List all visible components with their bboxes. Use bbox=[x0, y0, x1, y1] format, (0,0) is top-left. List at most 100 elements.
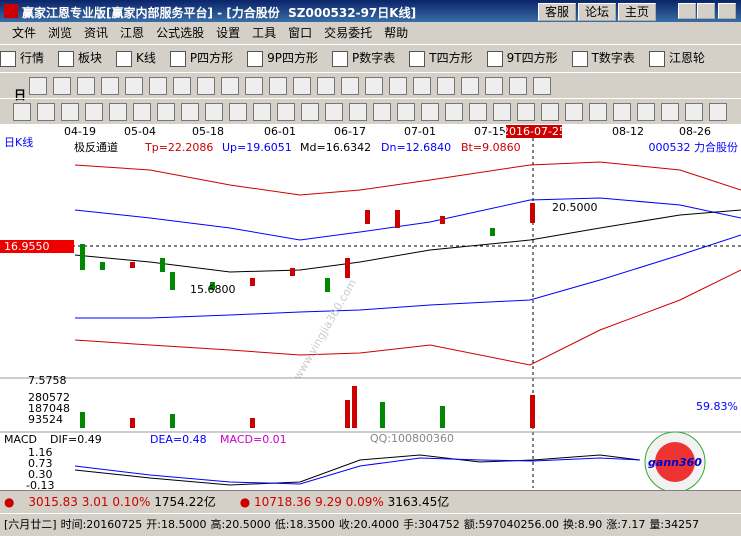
tool-icon[interactable] bbox=[685, 103, 703, 121]
tool-icon[interactable] bbox=[53, 77, 72, 95]
volume-label: 7.5758 bbox=[28, 374, 67, 387]
tool-icon[interactable] bbox=[469, 103, 487, 121]
tool-icon[interactable] bbox=[149, 77, 168, 95]
tool-icon[interactable] bbox=[461, 77, 480, 95]
minimize-button[interactable] bbox=[678, 3, 696, 19]
tool-icon[interactable] bbox=[341, 77, 360, 95]
tool-icon[interactable] bbox=[485, 77, 504, 95]
channel-lines bbox=[74, 161, 741, 366]
date-label: 07-01 bbox=[404, 125, 436, 138]
tool-icon[interactable] bbox=[349, 103, 367, 121]
tool-icon[interactable] bbox=[245, 77, 264, 95]
tool-icon[interactable] bbox=[61, 103, 79, 121]
menu-item[interactable]: 帮助 bbox=[384, 26, 409, 40]
tool-icon[interactable] bbox=[85, 103, 103, 121]
tool-icon[interactable] bbox=[437, 77, 456, 95]
tool-icon[interactable] bbox=[445, 103, 463, 121]
date-label: 05-18 bbox=[192, 125, 224, 138]
toolbar: 行情 板块 K线 P四方形 9P四方形 P数字表 T四方形 9T四方形 T数字表 江恩轮 bbox=[0, 44, 741, 73]
tool-icon[interactable] bbox=[277, 103, 295, 121]
tool-icon[interactable] bbox=[365, 77, 384, 95]
tool-button[interactable]: 江恩轮 bbox=[668, 51, 705, 65]
tool-icon[interactable] bbox=[413, 77, 432, 95]
tool-icon[interactable] bbox=[229, 103, 247, 121]
tool-icon[interactable] bbox=[77, 77, 96, 95]
date-label: 04-19 bbox=[64, 125, 96, 138]
tool-icon[interactable] bbox=[517, 103, 535, 121]
menu-item[interactable]: 资讯 bbox=[84, 26, 109, 40]
volume-label: 280572 bbox=[28, 391, 70, 404]
tool-button[interactable]: T数字表 bbox=[591, 51, 635, 65]
menu-item[interactable]: 浏览 bbox=[48, 26, 73, 40]
tool-icon[interactable] bbox=[565, 103, 583, 121]
menu-item[interactable]: 文件 bbox=[12, 26, 37, 40]
tool-icon[interactable] bbox=[197, 77, 216, 95]
date-label: 2016-07-25 bbox=[502, 125, 566, 138]
menu-item[interactable]: 窗口 bbox=[288, 26, 313, 40]
tool-icon[interactable] bbox=[325, 103, 343, 121]
tool-icon[interactable] bbox=[101, 77, 120, 95]
stock-name: 000532 力合股份 bbox=[649, 140, 739, 154]
tool-button[interactable]: 9P四方形 bbox=[267, 51, 319, 65]
tool-button[interactable]: P四方形 bbox=[189, 51, 234, 65]
tool-icon[interactable] bbox=[373, 103, 391, 121]
tool-icon[interactable] bbox=[221, 77, 240, 95]
tool-icon[interactable] bbox=[157, 103, 175, 121]
tool-icon bbox=[58, 50, 75, 67]
forum-button[interactable]: 论坛 bbox=[578, 3, 617, 21]
menu-item[interactable]: 工具 bbox=[252, 26, 277, 40]
volume-label: 93524 bbox=[28, 413, 63, 426]
tool-icon[interactable] bbox=[301, 103, 319, 121]
tool-button[interactable]: P数字表 bbox=[352, 51, 396, 65]
volume-pct: 59.83% bbox=[696, 400, 738, 413]
tool-icon[interactable] bbox=[13, 103, 31, 121]
tool-button[interactable]: K线 bbox=[136, 51, 156, 65]
volume-bars bbox=[80, 386, 535, 428]
tool-icon[interactable] bbox=[37, 103, 55, 121]
tool-icon[interactable] bbox=[293, 77, 312, 95]
tool-icon[interactable] bbox=[493, 103, 511, 121]
tool-button[interactable]: T四方形 bbox=[429, 51, 473, 65]
close-button[interactable] bbox=[718, 3, 736, 19]
date-label: 06-17 bbox=[334, 125, 366, 138]
maximize-button[interactable] bbox=[697, 3, 715, 19]
tool-icon[interactable] bbox=[389, 77, 408, 95]
home-button[interactable]: 主页 bbox=[618, 3, 657, 21]
tool-icon[interactable] bbox=[709, 103, 727, 121]
logo-text: gann360 bbox=[648, 456, 702, 469]
tool-icon[interactable] bbox=[397, 103, 415, 121]
tool-icon[interactable] bbox=[205, 103, 223, 121]
date-label: 07-15 bbox=[474, 125, 506, 138]
tool-icon[interactable] bbox=[637, 103, 655, 121]
menu-item[interactable]: 设置 bbox=[216, 26, 241, 40]
tool-icon[interactable] bbox=[173, 77, 192, 95]
menu-item[interactable]: 公式选股 bbox=[156, 26, 205, 40]
tool-icon[interactable] bbox=[125, 77, 144, 95]
status-bar: [六月廿二] 时间:20160725 开:18.5000 高:20.5000 低:18.… bbox=[0, 513, 741, 536]
tool-icon[interactable] bbox=[613, 103, 631, 121]
tool-icon[interactable] bbox=[533, 77, 552, 95]
tool-icon bbox=[169, 50, 186, 67]
tool-icon[interactable] bbox=[509, 77, 528, 95]
tool-icon[interactable] bbox=[253, 103, 271, 121]
service-button[interactable]: 客服 bbox=[538, 3, 577, 21]
tool-icon[interactable] bbox=[421, 103, 439, 121]
tool-button[interactable]: 9T四方形 bbox=[506, 51, 558, 65]
date-cursor bbox=[506, 125, 562, 138]
tool-icon[interactable] bbox=[269, 77, 288, 95]
index-bar: ● 3015.83 3.01 0.10% 1754.22亿 ● 10718.36… bbox=[0, 490, 741, 513]
macd-tick: 0.30 bbox=[28, 468, 53, 481]
tool-icon[interactable] bbox=[133, 103, 151, 121]
tool-icon[interactable] bbox=[109, 103, 127, 121]
tool-icon[interactable] bbox=[589, 103, 607, 121]
tool-icon[interactable] bbox=[317, 77, 336, 95]
tool-icon[interactable] bbox=[541, 103, 559, 121]
price-box bbox=[0, 240, 74, 253]
tool-button[interactable]: 板块 bbox=[78, 51, 103, 65]
tool-icon[interactable] bbox=[181, 103, 199, 121]
tool-button[interactable]: 行情 bbox=[20, 51, 45, 65]
menu-item[interactable]: 江恩 bbox=[120, 26, 145, 40]
tool-icon[interactable] bbox=[29, 77, 48, 95]
menu-item[interactable]: 交易委托 bbox=[324, 26, 373, 40]
tool-icon[interactable] bbox=[661, 103, 679, 121]
